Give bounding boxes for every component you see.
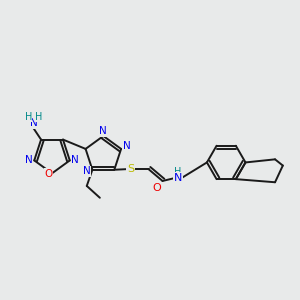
Text: N: N xyxy=(25,155,32,165)
Text: S: S xyxy=(127,164,134,174)
Text: N: N xyxy=(71,155,79,165)
Text: N: N xyxy=(83,166,91,176)
Text: H: H xyxy=(174,167,182,177)
Text: O: O xyxy=(153,183,161,193)
Text: N: N xyxy=(100,126,107,136)
Text: N: N xyxy=(174,173,182,183)
Text: H: H xyxy=(35,112,43,122)
Text: N: N xyxy=(123,141,130,151)
Text: N: N xyxy=(30,118,38,128)
Text: O: O xyxy=(44,169,52,179)
Text: H: H xyxy=(25,112,32,122)
